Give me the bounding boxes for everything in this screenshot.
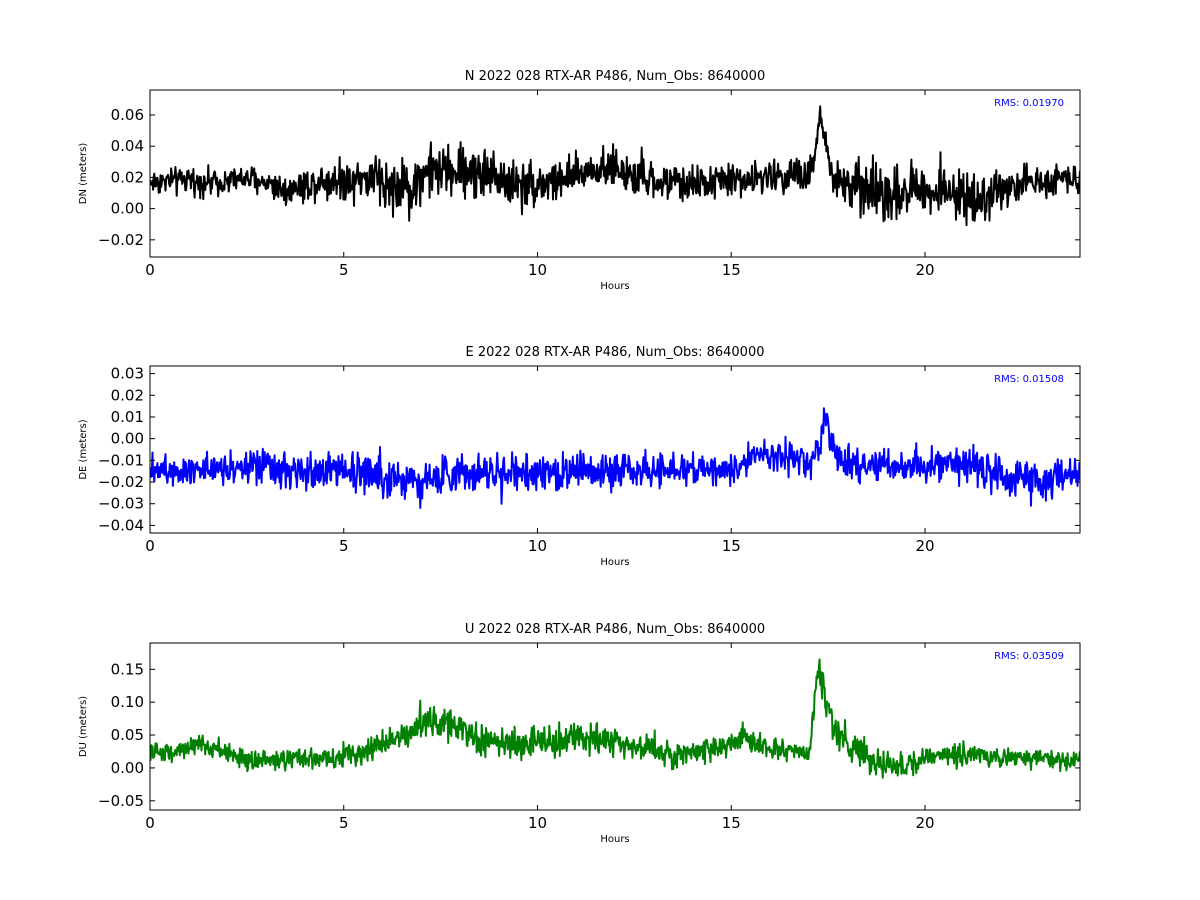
up-x-tick-label: 15 [722, 814, 741, 832]
north-x-tick-label: 15 [722, 261, 741, 279]
east-y-tick-label: 0.00 [111, 430, 144, 448]
east-y-tick-label: 0.03 [111, 365, 144, 383]
north-plot-frame [149, 89, 1081, 258]
east-y-tick-label: −0.01 [98, 451, 144, 469]
up-series-line [150, 658, 1080, 779]
east-panel: 0 5 10 15 20 −0.04 −0.03 −0.02 −0.01 0.00 0.01 0.02… [78, 345, 1081, 568]
north-x-tick-label: 20 [915, 261, 934, 279]
up-panel: 0 5 10 15 20 −0.05 0.00 0.05 0.10 0.15 U 2022 028 … [78, 622, 1081, 845]
east-x-tick-label: 15 [722, 537, 741, 555]
up-y-tick-label: 0.00 [111, 759, 144, 777]
up-y-tick-label: −0.05 [98, 792, 144, 810]
north-x-tick-label: 5 [339, 261, 349, 279]
north-y-tick-label: −0.02 [98, 231, 144, 249]
up-y-axis-label: DU (meters) [78, 696, 89, 757]
up-y-tick-label: 0.10 [111, 693, 144, 711]
up-x-tick-label: 5 [339, 814, 349, 832]
east-y-tick-label: 0.02 [111, 386, 144, 404]
up-x-axis-label: Hours [600, 834, 629, 845]
up-plot-frame [149, 642, 1081, 811]
north-x-tick-label: 0 [145, 261, 155, 279]
north-chart-title: N 2022 028 RTX-AR P486, Num_Obs: 8640000 [465, 69, 765, 84]
east-y-tick-label: −0.02 [98, 473, 144, 491]
north-y-tick-label: 0.04 [111, 137, 144, 155]
up-x-tick-label: 10 [528, 814, 547, 832]
up-x-tick-label: 20 [915, 814, 934, 832]
north-y-axis-label: DN (meters) [78, 143, 89, 205]
up-x-tick-label: 0 [145, 814, 155, 832]
east-x-tick-label: 10 [528, 537, 547, 555]
east-y-tick-label: 0.01 [111, 408, 144, 426]
east-rms-annotation: RMS: 0.01508 [994, 374, 1064, 385]
up-y-tick-label: 0.05 [111, 726, 144, 744]
up-rms-annotation: RMS: 0.03509 [994, 651, 1064, 662]
east-y-tick-label: −0.03 [98, 495, 144, 513]
east-x-tick-label: 20 [915, 537, 934, 555]
east-chart-title: E 2022 028 RTX-AR P486, Num_Obs: 8640000 [466, 345, 765, 360]
north-y-tick-label: 0.00 [111, 200, 144, 218]
north-y-tick-label: 0.06 [111, 106, 144, 124]
east-y-axis-label: DE (meters) [78, 419, 89, 479]
north-x-axis-label: Hours [600, 281, 629, 292]
east-plot-frame [149, 365, 1081, 534]
north-x-tick-label: 10 [528, 261, 547, 279]
north-y-tick-label: 0.02 [111, 168, 144, 186]
east-x-tick-label: 5 [339, 537, 349, 555]
north-rms-annotation: RMS: 0.01970 [994, 98, 1064, 109]
up-y-tick-label: 0.15 [111, 660, 144, 678]
east-series-line [150, 407, 1080, 509]
east-x-tick-label: 0 [145, 537, 155, 555]
up-chart-title: U 2022 028 RTX-AR P486, Num_Obs: 8640000 [465, 622, 765, 637]
north-panel: 0 5 10 15 20 −0.02 0.00 0.02 0.04 0.06 N 2022 028 … [78, 69, 1081, 292]
north-series-line [150, 105, 1080, 227]
east-y-tick-label: −0.04 [98, 516, 144, 534]
east-x-axis-label: Hours [600, 557, 629, 568]
